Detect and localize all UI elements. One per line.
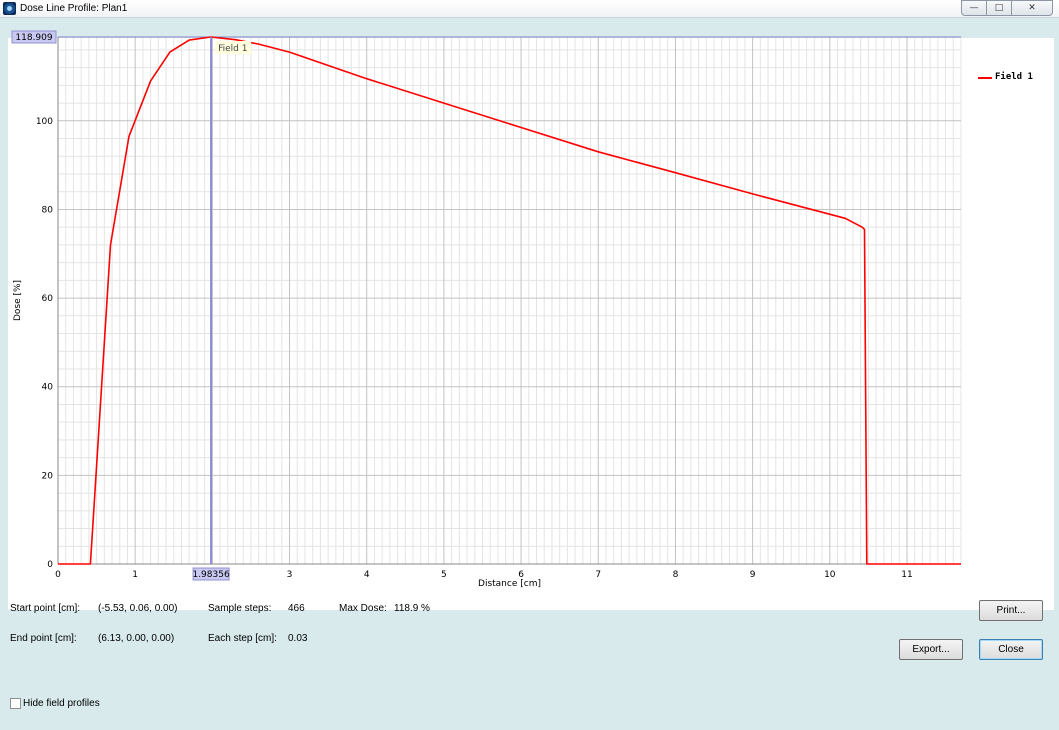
- hide-field-profiles-checkbox[interactable]: [10, 698, 21, 709]
- print-button[interactable]: Print...: [979, 600, 1043, 621]
- title-bar: Dose Line Profile: Plan1 — □ ✕: [0, 0, 1059, 18]
- each-step-value: 0.03: [288, 633, 308, 644]
- hide-field-profiles-label: Hide field profiles: [23, 698, 100, 709]
- x-tick-label: 3: [287, 570, 293, 580]
- y-tick-label: 100: [36, 117, 53, 127]
- max-dose-value: 118.9 %: [394, 603, 430, 614]
- y-tick-label: 20: [42, 471, 54, 481]
- cursor-x-label: 1.98356: [192, 570, 229, 580]
- end-point-label: End point [cm]:: [10, 633, 77, 644]
- x-tick-label: 1: [132, 570, 138, 580]
- y-tick-label: 40: [42, 383, 54, 393]
- dialog-body: Field 1: [0, 18, 1059, 730]
- x-tick-label: 4: [364, 570, 370, 580]
- plot-area[interactable]: [8, 38, 970, 610]
- series-line-field-1: [58, 36, 961, 565]
- cursor-series-label: Field 1: [218, 44, 247, 54]
- y-tick-label: 60: [42, 294, 54, 304]
- x-tick-label: 11: [901, 570, 912, 580]
- y-tick-label: 0: [47, 560, 53, 570]
- x-tick-label: 9: [750, 570, 756, 580]
- close-button[interactable]: Close: [979, 639, 1043, 660]
- app-icon: [3, 2, 16, 15]
- x-axis-label: Distance [cm]: [478, 579, 541, 589]
- window-title: Dose Line Profile: Plan1: [20, 3, 128, 14]
- minimize-icon[interactable]: —: [961, 0, 987, 16]
- max-dose-label: Max Dose:: [339, 603, 387, 614]
- x-tick-label: 0: [55, 570, 61, 580]
- each-step-label: Each step [cm]:: [208, 633, 277, 644]
- sample-steps-value: 466: [288, 603, 305, 614]
- close-icon[interactable]: ✕: [1011, 0, 1053, 16]
- start-point-value: (-5.53, 0.06, 0.00): [98, 603, 178, 614]
- x-tick-label: 7: [595, 570, 601, 580]
- export-button[interactable]: Export...: [899, 639, 963, 660]
- window-controls: — □ ✕: [961, 0, 1053, 16]
- dose-profile-chart[interactable]: 01234567891011020406080100Distance [cm]D…: [0, 18, 1059, 618]
- start-point-label: Start point [cm]:: [10, 603, 81, 614]
- y-tick-label: 80: [42, 205, 54, 215]
- legend: Field 1: [970, 38, 1054, 610]
- cursor-tooltip: [215, 41, 252, 54]
- cursor-y-label: 118.909: [15, 33, 52, 43]
- legend-swatch: [978, 77, 992, 79]
- x-tick-label: 6: [518, 570, 524, 580]
- x-tick-label: 8: [673, 570, 679, 580]
- maximize-icon[interactable]: □: [986, 0, 1012, 16]
- sample-steps-label: Sample steps:: [208, 603, 272, 614]
- legend-label: Field 1: [995, 72, 1033, 82]
- x-tick-label: 10: [824, 570, 836, 580]
- end-point-value: (6.13, 0.00, 0.00): [98, 633, 175, 644]
- cursor-x-readout: [192, 567, 230, 581]
- y-axis-label: Dose [%]: [13, 280, 23, 321]
- cursor-y-readout: [11, 30, 57, 44]
- x-tick-label: 5: [441, 570, 447, 580]
